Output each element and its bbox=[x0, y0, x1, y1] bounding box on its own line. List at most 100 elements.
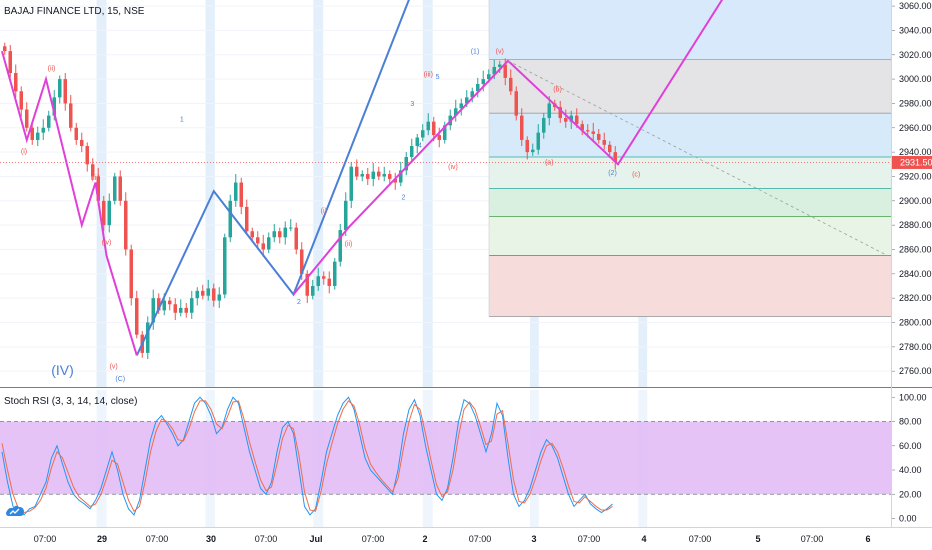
candle[interactable] bbox=[102, 195, 106, 232]
candle[interactable] bbox=[135, 290, 139, 339]
candle[interactable] bbox=[151, 289, 156, 330]
candle[interactable] bbox=[239, 177, 244, 215]
candle[interactable] bbox=[525, 136, 530, 160]
candle[interactable] bbox=[393, 172, 398, 190]
candle[interactable] bbox=[58, 75, 62, 104]
candle[interactable] bbox=[41, 119, 46, 140]
candle[interactable] bbox=[580, 120, 585, 136]
candle[interactable] bbox=[366, 167, 370, 185]
candle[interactable] bbox=[349, 161, 354, 209]
candle[interactable] bbox=[14, 64, 18, 98]
candle[interactable] bbox=[25, 102, 29, 132]
candle[interactable] bbox=[129, 244, 134, 306]
candle[interactable] bbox=[371, 163, 376, 187]
candle[interactable] bbox=[80, 132, 84, 153]
candle[interactable] bbox=[437, 127, 442, 148]
candle[interactable] bbox=[146, 316, 150, 360]
candle[interactable] bbox=[245, 199, 249, 235]
candle[interactable] bbox=[190, 290, 194, 319]
candle[interactable] bbox=[531, 143, 535, 156]
candle[interactable] bbox=[591, 122, 596, 142]
candle[interactable] bbox=[107, 193, 112, 233]
candle[interactable] bbox=[173, 298, 178, 321]
candle[interactable] bbox=[47, 110, 51, 132]
candle[interactable] bbox=[212, 283, 216, 307]
candle[interactable] bbox=[421, 124, 425, 142]
candle[interactable] bbox=[289, 219, 293, 232]
candle[interactable] bbox=[377, 166, 381, 181]
candle[interactable] bbox=[30, 124, 35, 145]
candle[interactable] bbox=[85, 142, 90, 172]
candle[interactable] bbox=[415, 133, 420, 154]
candle[interactable] bbox=[272, 223, 277, 243]
candle[interactable] bbox=[36, 126, 40, 147]
candle[interactable] bbox=[382, 166, 387, 182]
candle[interactable] bbox=[234, 174, 238, 207]
elliott-wave-line[interactable] bbox=[135, 0, 426, 356]
candle[interactable] bbox=[201, 284, 205, 300]
stoch-d-line[interactable] bbox=[1, 400, 613, 514]
candle[interactable] bbox=[316, 267, 321, 291]
candle[interactable] bbox=[404, 152, 409, 176]
candle[interactable] bbox=[333, 258, 337, 290]
candle[interactable] bbox=[327, 271, 332, 294]
candle[interactable] bbox=[470, 87, 475, 103]
candle[interactable] bbox=[206, 279, 211, 301]
candle[interactable] bbox=[69, 94, 73, 132]
candle[interactable] bbox=[113, 172, 117, 205]
candle[interactable] bbox=[74, 122, 79, 145]
chart-title[interactable]: BAJAJ FINANCE LTD, 15, NSE bbox=[4, 6, 145, 17]
candle[interactable] bbox=[228, 194, 233, 243]
candle[interactable] bbox=[536, 124, 541, 155]
candle[interactable] bbox=[168, 296, 172, 311]
candle[interactable] bbox=[179, 299, 183, 317]
candle[interactable] bbox=[311, 279, 315, 300]
candle[interactable] bbox=[564, 109, 568, 128]
candle[interactable] bbox=[597, 129, 601, 144]
candle[interactable] bbox=[547, 96, 552, 126]
candle[interactable] bbox=[338, 223, 343, 267]
candle[interactable] bbox=[514, 86, 519, 121]
candle[interactable] bbox=[476, 77, 480, 98]
candle[interactable] bbox=[305, 270, 310, 304]
candle[interactable] bbox=[261, 234, 266, 257]
candle[interactable] bbox=[256, 231, 260, 250]
candle[interactable] bbox=[283, 221, 288, 245]
candle[interactable] bbox=[124, 192, 128, 256]
candle[interactable] bbox=[602, 132, 607, 150]
candle[interactable] bbox=[426, 113, 431, 136]
candle[interactable] bbox=[344, 192, 348, 237]
candle[interactable] bbox=[509, 69, 513, 95]
candle[interactable] bbox=[355, 159, 359, 181]
candle[interactable] bbox=[613, 146, 618, 170]
candle[interactable] bbox=[542, 113, 546, 139]
candle[interactable] bbox=[443, 121, 447, 144]
candle[interactable] bbox=[558, 101, 563, 123]
candle[interactable] bbox=[217, 287, 222, 308]
candle[interactable] bbox=[360, 170, 365, 182]
candle[interactable] bbox=[459, 98, 464, 116]
indicator-title[interactable]: Stoch RSI (3, 3, 14, 14, close) bbox=[4, 396, 137, 407]
candle[interactable] bbox=[278, 227, 282, 244]
candle[interactable] bbox=[388, 170, 392, 185]
candle[interactable] bbox=[63, 73, 68, 111]
candle[interactable] bbox=[410, 138, 414, 164]
candle[interactable] bbox=[520, 108, 524, 147]
trend-line[interactable] bbox=[507, 60, 888, 256]
candle[interactable] bbox=[195, 287, 200, 306]
candle[interactable] bbox=[118, 170, 123, 206]
candle[interactable] bbox=[322, 271, 326, 285]
candle[interactable] bbox=[91, 158, 95, 181]
candle[interactable] bbox=[294, 222, 299, 255]
candle[interactable] bbox=[8, 45, 13, 78]
impulse-wave-line[interactable] bbox=[1, 50, 138, 356]
candle[interactable] bbox=[3, 42, 7, 55]
candle[interactable] bbox=[498, 60, 502, 74]
stoch-k-line[interactable] bbox=[1, 396, 613, 516]
candle[interactable] bbox=[267, 232, 271, 254]
candle[interactable] bbox=[184, 303, 189, 318]
candle[interactable] bbox=[19, 86, 24, 117]
candle[interactable] bbox=[454, 99, 458, 122]
candle[interactable] bbox=[223, 233, 227, 299]
